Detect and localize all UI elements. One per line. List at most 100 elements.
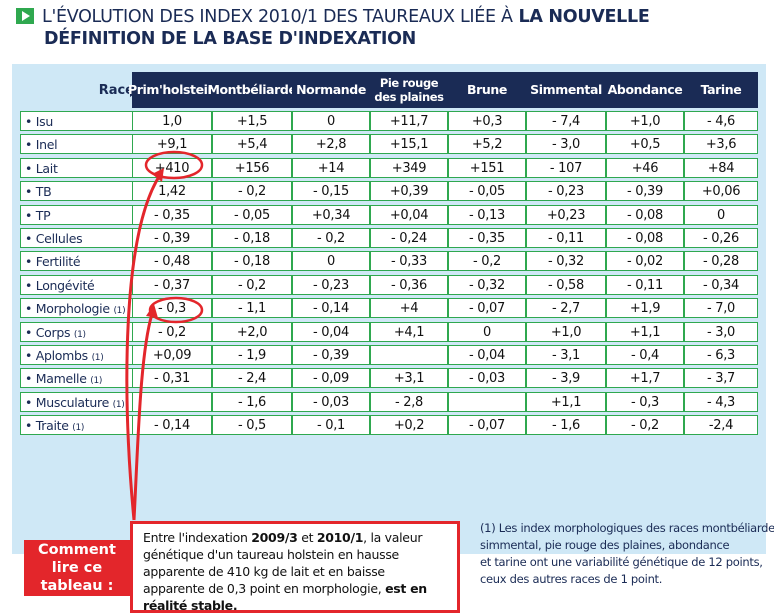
table-cell: - 0,2 [212, 274, 292, 295]
row-label-text: • Morphologie [25, 301, 110, 317]
table-cell: - 0,24 [370, 228, 448, 248]
table-cell: +0,06 [684, 181, 758, 202]
table-cell: 1,42 [132, 181, 212, 202]
table-cell: - 0,2 [212, 181, 292, 202]
table-cell: +9,1 [132, 134, 212, 155]
row-label-note: (1) [113, 306, 126, 317]
title-line-1: L'ÉVOLUTION DES INDEX 2010/1 DES TAUREAU… [16, 6, 766, 28]
table-cell: - 0,2 [132, 321, 212, 342]
table-cell: +0,04 [370, 204, 448, 225]
table-cell [370, 345, 448, 365]
table-cell: +5,4 [212, 134, 292, 155]
table-cell: - 0,4 [606, 345, 684, 365]
row-label-note: (1) [72, 423, 85, 434]
table-cell: - 0,34 [684, 274, 758, 295]
table-cell: - 0,2 [448, 251, 526, 272]
table-cell: - 0,23 [292, 274, 370, 295]
table-cell: - 2,7 [526, 298, 606, 319]
table-cell: +0,34 [292, 204, 370, 225]
table-cell: +151 [448, 157, 526, 178]
table-cell: - 0,23 [526, 181, 606, 202]
table-cell [448, 391, 526, 412]
table-cell: +410 [132, 157, 212, 178]
row-label-text: • Corps [25, 324, 71, 340]
table-cell: - 0,18 [212, 251, 292, 272]
table-cell: +0,5 [606, 134, 684, 155]
table-cell: - 0,5 [212, 415, 292, 436]
table-cell: +3,1 [370, 368, 448, 389]
row-label-text: • Cellules [25, 231, 83, 246]
table-cell: - 0,3 [132, 298, 212, 319]
column-header: Simmental [526, 72, 606, 108]
row-label-text: • Inel [25, 137, 58, 153]
table-cell: - 0,2 [292, 228, 370, 248]
table-cell: - 6,3 [684, 345, 758, 365]
table-cell: +1,7 [606, 368, 684, 389]
table-cell: - 0,48 [132, 251, 212, 272]
table-cell: +349 [370, 157, 448, 178]
table-cell: - 0,03 [292, 391, 370, 412]
row-label-note: (1) [112, 399, 125, 410]
race-label: Race [98, 83, 134, 98]
table-cell: +2,8 [292, 134, 370, 155]
table-cell: - 0,15 [292, 181, 370, 202]
table-cell: - 2,4 [212, 368, 292, 389]
table-cell: - 7,4 [526, 111, 606, 131]
table-cell: - 0,11 [526, 228, 606, 248]
row-label-text: • Mamelle [25, 371, 87, 387]
table-cell: - 0,08 [606, 204, 684, 225]
row-label-text: • Lait [25, 160, 58, 176]
table-cell: +0,39 [370, 181, 448, 202]
column-header: Pie rouge des plaines [370, 72, 448, 108]
table-cell: +156 [212, 157, 292, 178]
table-cell: - 0,32 [448, 274, 526, 295]
table-cell: - 0,31 [132, 368, 212, 389]
table-cell: - 7,0 [684, 298, 758, 319]
table-cell: 1,0 [132, 111, 212, 131]
table-cell: - 0,04 [448, 345, 526, 365]
table-cell: - 0,07 [448, 298, 526, 319]
table-cell: +3,6 [684, 134, 758, 155]
row-label: • Lait [20, 157, 136, 178]
table-cell: - 0,18 [212, 228, 292, 248]
row-label-text: • TP [25, 207, 51, 223]
table-cell: - 1,1 [212, 298, 292, 319]
table-cell: +15,1 [370, 134, 448, 155]
table-cell: - 0,35 [132, 204, 212, 225]
column-header: Tarine [684, 72, 758, 108]
how-to-read-label: Comment lire ce tableau : [24, 540, 130, 596]
table-cell: +11,7 [370, 111, 448, 131]
table-cell: +0,2 [370, 415, 448, 436]
table-cell: - 0,08 [606, 228, 684, 248]
table-cell: +14 [292, 157, 370, 178]
table-cell: - 0,13 [448, 204, 526, 225]
row-label-text: • Fertilité [25, 254, 81, 270]
table-cell: - 1,6 [526, 415, 606, 436]
row-label-note: (1) [91, 353, 104, 363]
column-header: Normande [292, 72, 370, 108]
table-cell: - 0,1 [292, 415, 370, 436]
table-cell: - 3,1 [526, 345, 606, 365]
table-cell: +1,9 [606, 298, 684, 319]
row-label: • TP [20, 204, 136, 225]
row-label-text: • Traite [25, 418, 69, 434]
table-cell: - 0,14 [132, 415, 212, 436]
table-cell: - 0,39 [292, 345, 370, 365]
row-label-note: (1) [73, 329, 86, 340]
table-cell: - 0,58 [526, 274, 606, 295]
row-label: • Mamelle (1) [20, 368, 136, 389]
table-cell: - 0,37 [132, 274, 212, 295]
row-label: • Traite (1) [20, 415, 136, 436]
table-cell: +1,1 [526, 391, 606, 412]
column-header: Abondance [606, 72, 684, 108]
table-cell: - 0,2 [606, 415, 684, 436]
table-cell: - 0,39 [132, 228, 212, 248]
table-cell: - 0,35 [448, 228, 526, 248]
table-cell: +84 [684, 157, 758, 178]
play-arrow-icon [16, 8, 34, 24]
table-cell: - 1,6 [212, 391, 292, 412]
table-cell: - 0,36 [370, 274, 448, 295]
table-cell: - 0,04 [292, 321, 370, 342]
table-cell: - 3,0 [526, 134, 606, 155]
table-cell: 0 [292, 111, 370, 131]
